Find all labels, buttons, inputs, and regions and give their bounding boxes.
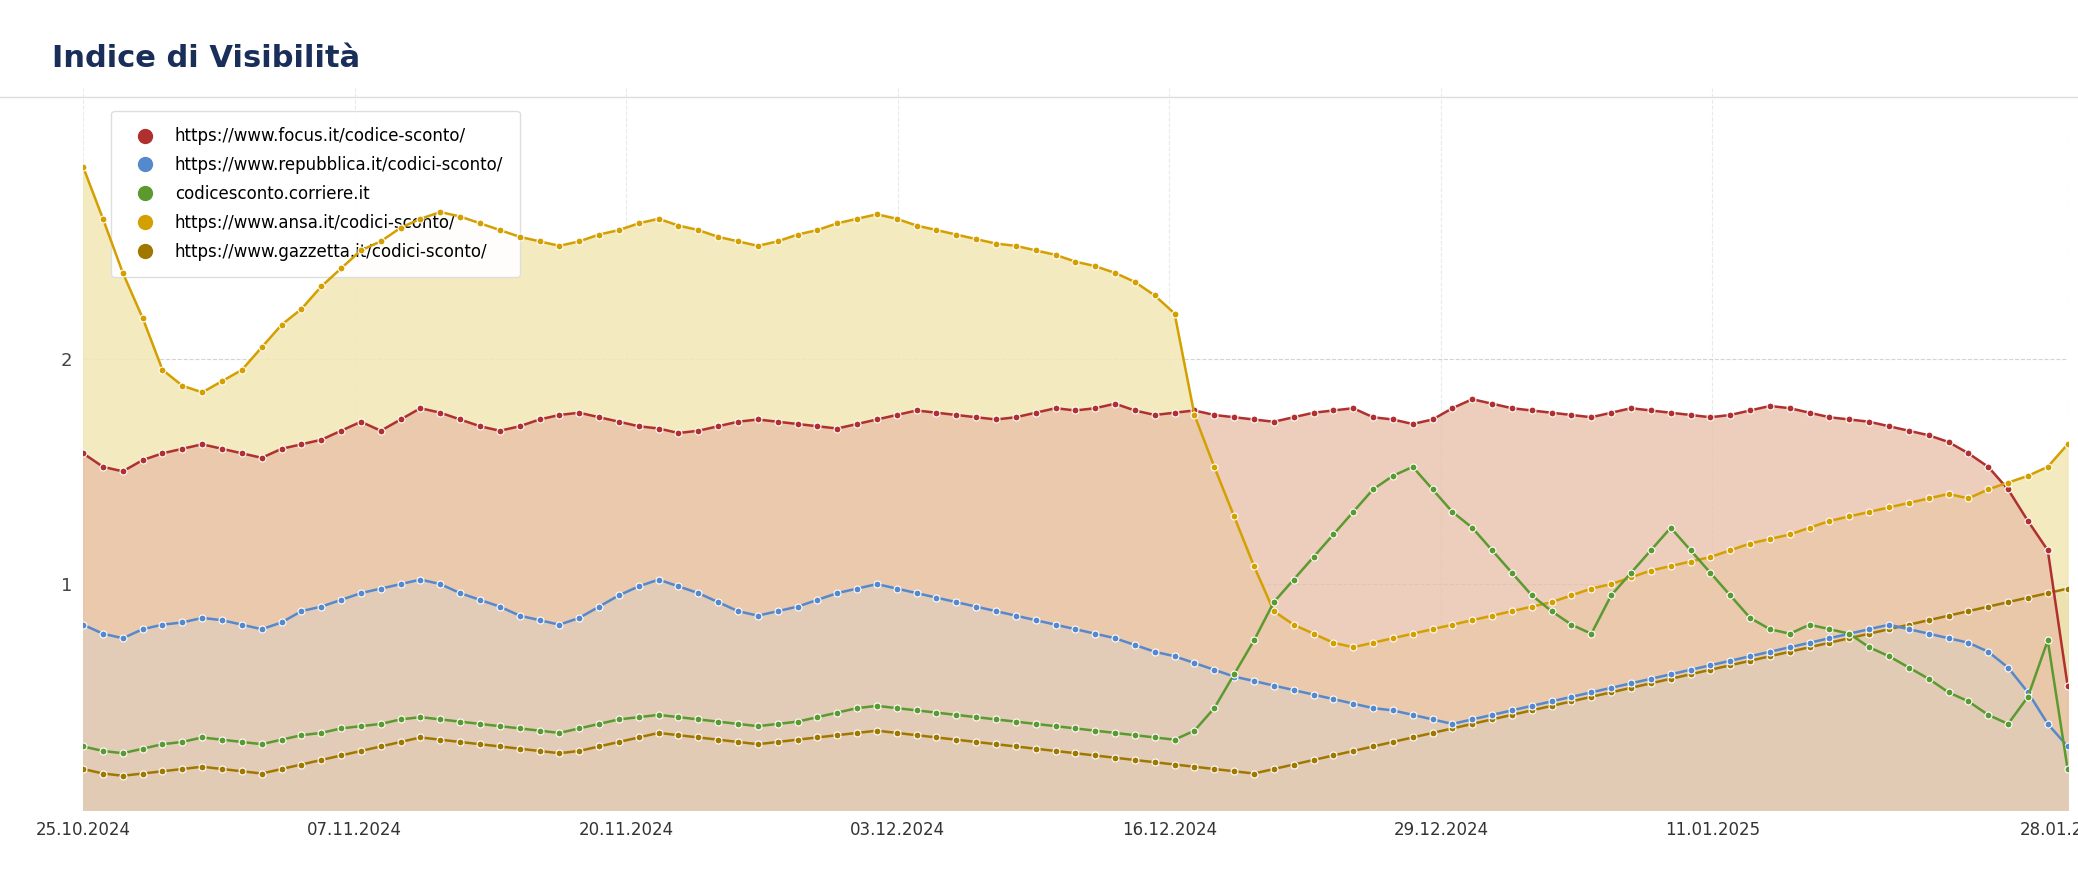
Text: Indice di Visibilità: Indice di Visibilità: [52, 44, 359, 73]
Legend: https://www.focus.it/codice-sconto/, https://www.repubblica.it/codici-sconto/, c: https://www.focus.it/codice-sconto/, htt…: [112, 111, 520, 277]
